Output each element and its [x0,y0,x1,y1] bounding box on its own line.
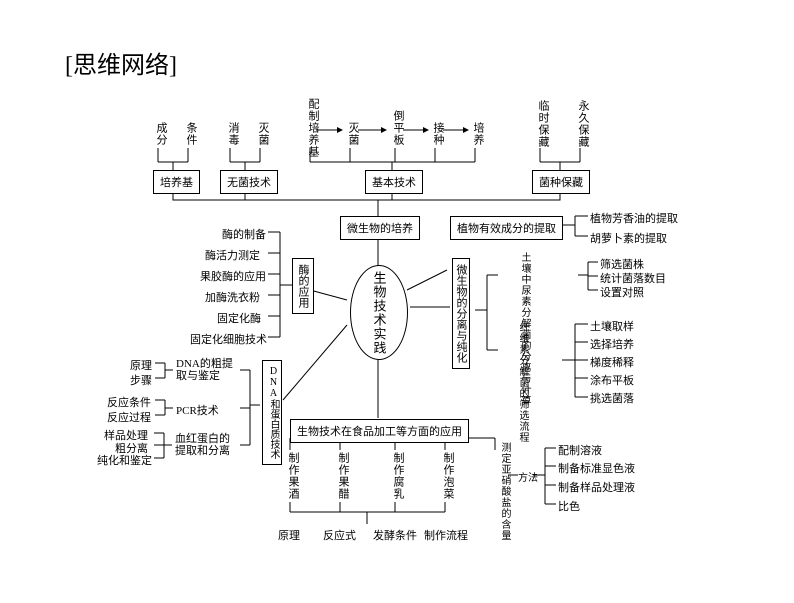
t-grp: 菌种保藏 [532,170,590,194]
l2-item: 反应过程 [107,409,151,425]
b-m: 配制溶液 [558,442,602,458]
r2-g2: 纤维素分解菌的筛选流程 [498,322,528,443]
t-col: 临时保藏 [535,100,551,148]
t-grp: 基本技术 [365,170,423,194]
l1-item: 加酶洗衣粉 [205,289,260,305]
t-grp: 培养基 [153,170,200,194]
b-m: 比色 [558,498,580,514]
t-grp: 无菌技术 [220,170,278,194]
t-col: 培养 [470,122,486,146]
r2-item: 挑选菌落 [590,390,634,406]
t-col: 配制培养基 [305,98,321,158]
b-m: 制备样品处理液 [558,479,635,495]
l2-item: 纯化和鉴定 [97,452,152,468]
t-col: 永久保藏 [575,100,591,148]
l1-box: 酶的应用 [292,258,314,314]
center-oval: 生物技术实践 [350,265,408,360]
center-label: 生物技术实践 [370,271,389,355]
b-grp: 原理 [278,527,300,543]
t-col: 灭菌 [345,122,361,146]
r1-item: 植物芳香油的提取 [590,210,678,226]
l1-item: 果胶酶的应用 [200,268,266,284]
b-grp: 制作流程 [424,527,468,543]
l1-item: 酶活力测定 [205,247,260,263]
r2-item: 选择培养 [590,336,634,352]
r2-box: 微生物的分离与纯化 [452,258,470,369]
top-sum: 微生物的培养 [340,216,420,240]
b-last: 测定亚硝酸盐的含量 [480,442,510,541]
t-col: 成分 [153,122,169,146]
b-col: 制作果醋 [335,452,351,500]
l2-c1: DNA的粗提取与鉴定 [176,358,236,382]
b-m: 制备标准显色液 [558,460,635,476]
b-col: 制作腐乳 [390,452,406,500]
l1-item: 酶的制备 [222,226,266,242]
l2-item: 步骤 [130,372,152,388]
t-col: 消毒 [225,122,241,146]
t-col: 灭菌 [255,122,271,146]
b-head: 生物技术在食品加工等方面的应用 [290,419,469,443]
page-title: [思维网络] [65,45,177,80]
r2-item: 设置对照 [600,284,644,300]
r1-item: 胡萝卜素的提取 [590,230,667,246]
b-sub: 方法 [518,469,538,484]
l2-c2: PCR技术 [176,402,219,418]
r2-item: 土壤取样 [590,318,634,334]
t-col: 接种 [430,122,446,146]
b-grp: 发酵条件 [373,527,417,543]
l2-box: DNA和蛋白质技术 [262,360,282,465]
l2-item: 反应条件 [107,394,151,410]
b-col: 制作果酒 [285,452,301,500]
t-col: 倒平板 [390,110,406,146]
l2-item: 原理 [130,357,152,373]
l2-c3: 血红蛋白的提取和分离 [175,433,240,457]
r2-item: 梯度稀释 [590,354,634,370]
r1-head: 植物有效成分的提取 [450,216,563,240]
r2-item: 涂布平板 [590,372,634,388]
b-grp: 反应式 [323,527,356,543]
t-col: 条件 [183,122,199,146]
l1-item: 固定化酶 [217,310,261,326]
b-col: 制作泡菜 [440,452,456,500]
l1-item: 固定化细胞技术 [190,331,267,347]
